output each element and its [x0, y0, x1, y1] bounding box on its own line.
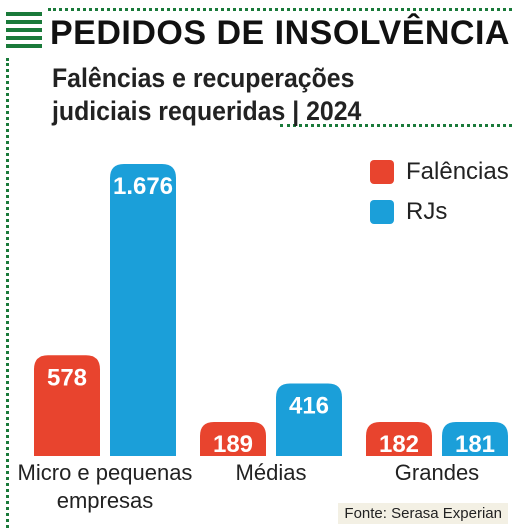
category-label-1-0: Médias	[236, 460, 307, 485]
left-dotted-border	[6, 58, 9, 528]
subtitle-dotted-rule	[280, 124, 512, 127]
legend-swatch-rjs	[370, 200, 394, 224]
bar-1-0	[200, 422, 266, 456]
top-dotted-border	[48, 8, 512, 11]
category-label-2-0: Grandes	[395, 460, 479, 485]
source-note: Fonte: Serasa Experian	[338, 503, 508, 524]
chart-subtitle: Falências e recuperações judiciais reque…	[52, 63, 362, 126]
bar-label-1-1: 416	[289, 393, 329, 420]
legend: Falências RJs	[370, 158, 509, 238]
bar-0-1	[110, 164, 176, 456]
legend-swatch-falencias	[370, 160, 394, 184]
legend-label-rjs: RJs	[406, 198, 448, 225]
bar-label-0-1: 1.676	[113, 173, 173, 200]
bar-2-1	[442, 422, 508, 456]
legend-item-falencias: Falências	[370, 158, 509, 186]
bar-label-2-1: 181	[455, 431, 495, 458]
bar-label-1-0: 189	[213, 431, 253, 458]
category-label-0-1: empresas	[57, 488, 154, 513]
bar-1-1	[276, 383, 342, 456]
legend-item-rjs: RJs	[370, 198, 509, 226]
bar-label-2-0: 182	[379, 431, 419, 458]
accent-stripes	[6, 12, 42, 52]
chart-title: PEDIDOS DE INSOLVÊNCIA	[50, 14, 510, 52]
legend-label-falencias: Falências	[406, 158, 509, 185]
bar-label-0-0: 578	[47, 364, 87, 391]
category-label-0-0: Micro e pequenas	[18, 460, 193, 485]
bar-0-0	[34, 355, 100, 456]
bar-2-0	[366, 422, 432, 456]
